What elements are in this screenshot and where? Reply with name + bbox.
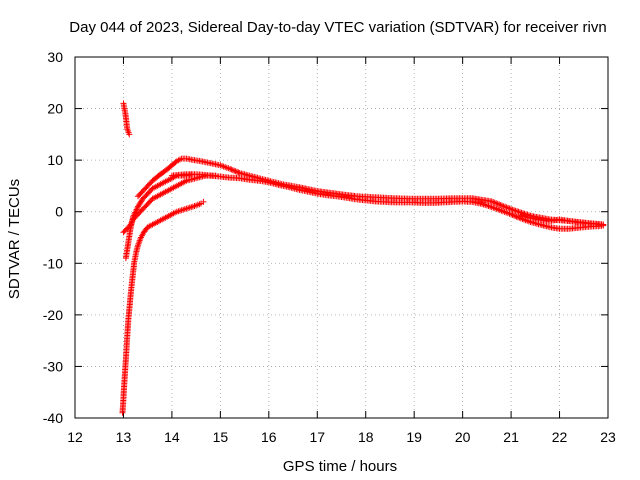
x-tick-label: 12 bbox=[67, 429, 83, 445]
series-markers bbox=[119, 198, 207, 416]
chart-title: Day 044 of 2023, Sidereal Day-to-day VTE… bbox=[69, 19, 606, 36]
y-tick-label: -10 bbox=[43, 255, 63, 271]
x-tick-label: 13 bbox=[116, 429, 132, 445]
x-tick-label: 21 bbox=[503, 429, 519, 445]
y-axis-label: SDTVAR / TECUs bbox=[6, 179, 23, 299]
x-tick-label: 14 bbox=[164, 429, 180, 445]
series-steep-rise bbox=[119, 198, 207, 416]
x-tick-label: 17 bbox=[309, 429, 325, 445]
y-tick-label: 30 bbox=[47, 49, 63, 65]
y-tick-label: -40 bbox=[43, 410, 63, 426]
y-tick-label: 0 bbox=[55, 204, 63, 220]
x-axis-label: GPS time / hours bbox=[283, 458, 397, 475]
x-tick-label: 16 bbox=[261, 429, 277, 445]
series-main-trend bbox=[168, 171, 607, 232]
x-tick-label: 15 bbox=[213, 429, 229, 445]
y-tick-label: 10 bbox=[47, 152, 63, 168]
series-markers bbox=[120, 100, 133, 138]
series-markers bbox=[168, 171, 607, 232]
ticks: 12 13 14 15 16 17 18 19 20 21 22 23 -40 -30 -20 -10 0 10 2… bbox=[43, 49, 616, 445]
y-tick-label: 20 bbox=[47, 101, 63, 117]
series-markers bbox=[517, 212, 607, 228]
data-points bbox=[119, 100, 607, 416]
plot-frame bbox=[74, 56, 609, 419]
x-tick-label: 19 bbox=[406, 429, 422, 445]
y-tick-label: -30 bbox=[43, 358, 63, 374]
y-tick-label: -20 bbox=[43, 307, 63, 323]
x-tick-label: 18 bbox=[358, 429, 374, 445]
series-late-band bbox=[517, 212, 607, 228]
x-tick-label: 20 bbox=[455, 429, 471, 445]
series-early-descending bbox=[120, 100, 133, 138]
x-tick-label: 22 bbox=[552, 429, 568, 445]
x-tick-label: 23 bbox=[600, 429, 616, 445]
